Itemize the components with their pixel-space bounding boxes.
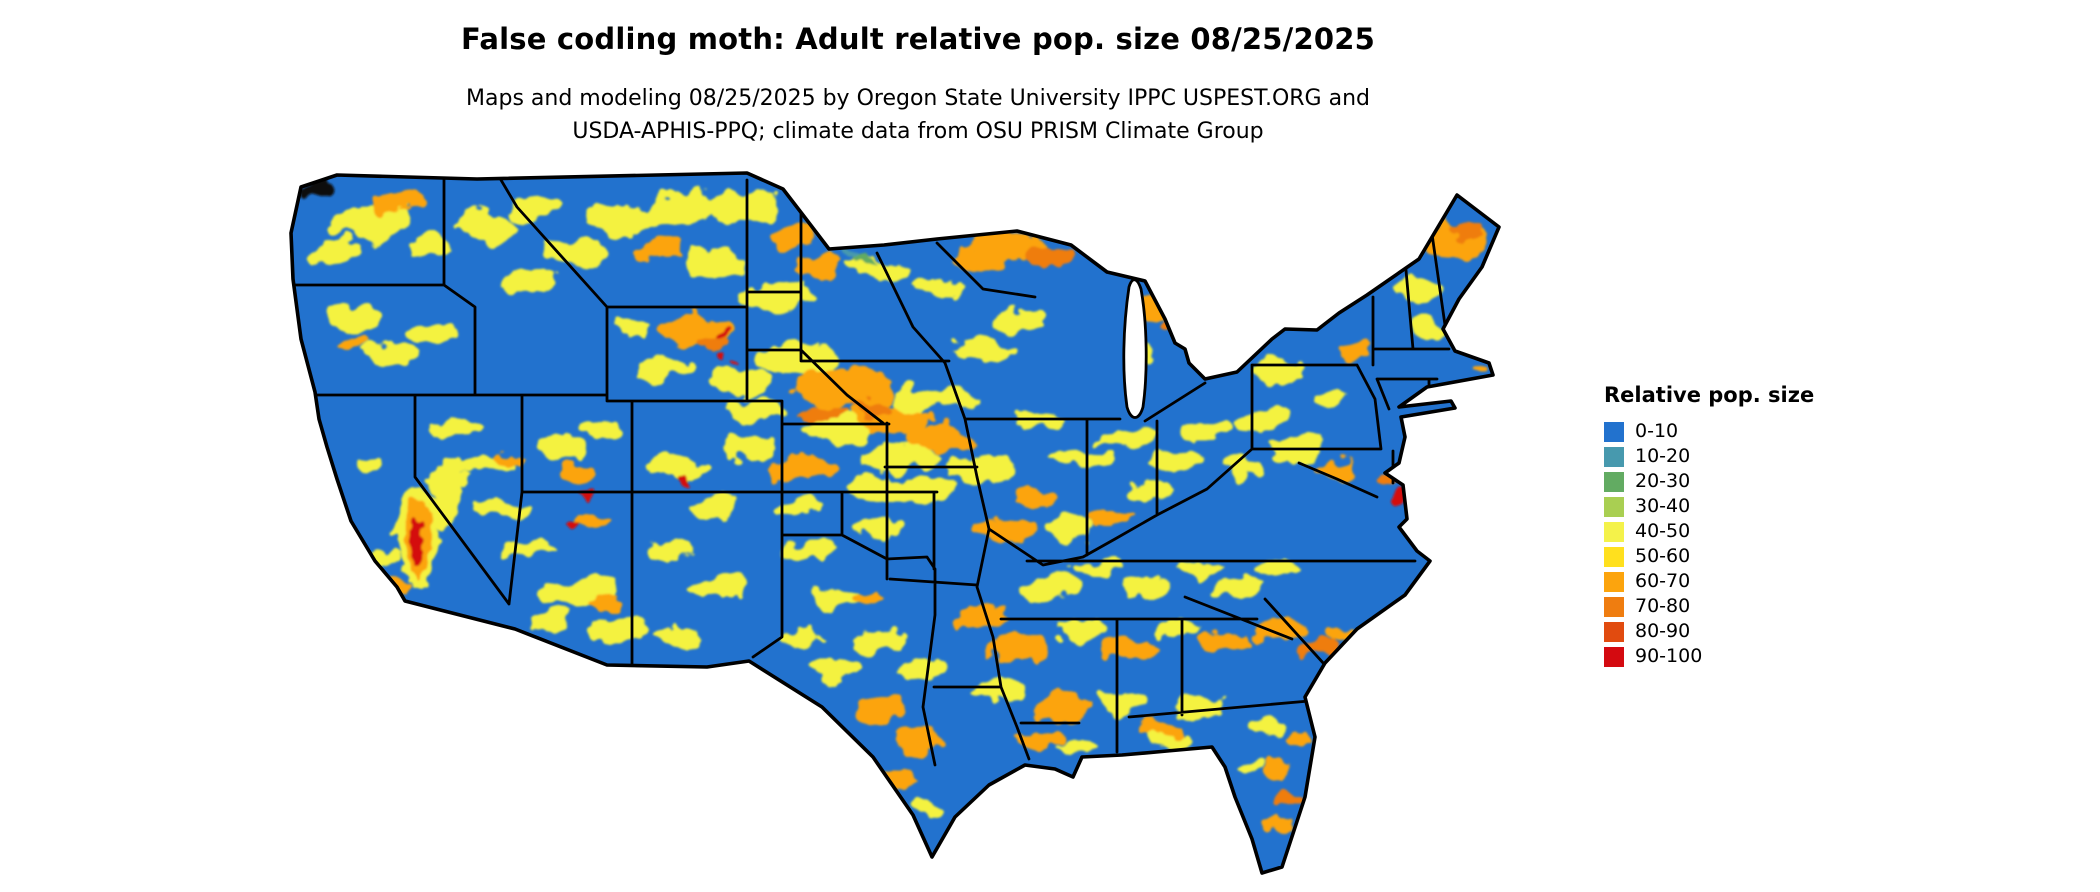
legend-item: 90-100 bbox=[1604, 644, 1864, 669]
legend-item-label: 90-100 bbox=[1635, 645, 1703, 667]
legend-item: 60-70 bbox=[1604, 569, 1864, 594]
legend-swatch bbox=[1604, 571, 1624, 592]
population-raster bbox=[291, 173, 1499, 873]
legend-item-label: 30-40 bbox=[1635, 495, 1691, 517]
lake-michigan bbox=[1122, 278, 1148, 419]
us-map-svg bbox=[289, 171, 1501, 875]
legend-swatch bbox=[1604, 421, 1624, 442]
legend-swatch bbox=[1604, 621, 1624, 642]
subtitle-line-1: Maps and modeling 08/25/2025 by Oregon S… bbox=[466, 86, 1370, 111]
legend-item: 40-50 bbox=[1604, 519, 1864, 544]
legend-item: 50-60 bbox=[1604, 544, 1864, 569]
legend-swatch bbox=[1604, 521, 1624, 542]
legend-swatch bbox=[1604, 596, 1624, 617]
legend-title: Relative pop. size bbox=[1604, 383, 1815, 407]
legend-item: 80-90 bbox=[1604, 619, 1864, 644]
legend-item: 0-10 bbox=[1604, 419, 1864, 444]
map-subtitle: Maps and modeling 08/25/2025 by Oregon S… bbox=[0, 82, 1836, 148]
legend-item-label: 10-20 bbox=[1635, 445, 1691, 467]
legend-item-label: 0-10 bbox=[1635, 420, 1679, 442]
legend-item-label: 80-90 bbox=[1635, 620, 1691, 642]
legend: Relative pop. size 0-10 10-20 20-30 30-4… bbox=[1604, 383, 1864, 669]
map-title: False codling moth: Adult relative pop. … bbox=[461, 22, 1375, 56]
legend-swatch bbox=[1604, 646, 1624, 667]
legend-item: 20-30 bbox=[1604, 469, 1864, 494]
us-outline bbox=[289, 171, 1501, 875]
legend-swatch bbox=[1604, 546, 1624, 567]
legend-item: 10-20 bbox=[1604, 444, 1864, 469]
legend-item-label: 40-50 bbox=[1635, 520, 1691, 542]
legend-item-label: 60-70 bbox=[1635, 570, 1691, 592]
legend-swatch bbox=[1604, 446, 1624, 467]
subtitle-line-2: USDA-APHIS-PPQ; climate data from OSU PR… bbox=[572, 119, 1264, 144]
legend-items: 0-10 10-20 20-30 30-40 40-50 50-60 60-70 bbox=[1604, 419, 1864, 669]
state-borders bbox=[291, 173, 1451, 767]
legend-item: 30-40 bbox=[1604, 494, 1864, 519]
legend-item: 70-80 bbox=[1604, 594, 1864, 619]
legend-item-label: 20-30 bbox=[1635, 470, 1691, 492]
us-map bbox=[277, 167, 1554, 886]
legend-item-label: 50-60 bbox=[1635, 545, 1691, 567]
legend-swatch bbox=[1604, 496, 1624, 517]
legend-swatch bbox=[1604, 471, 1624, 492]
legend-item-label: 70-80 bbox=[1635, 595, 1691, 617]
